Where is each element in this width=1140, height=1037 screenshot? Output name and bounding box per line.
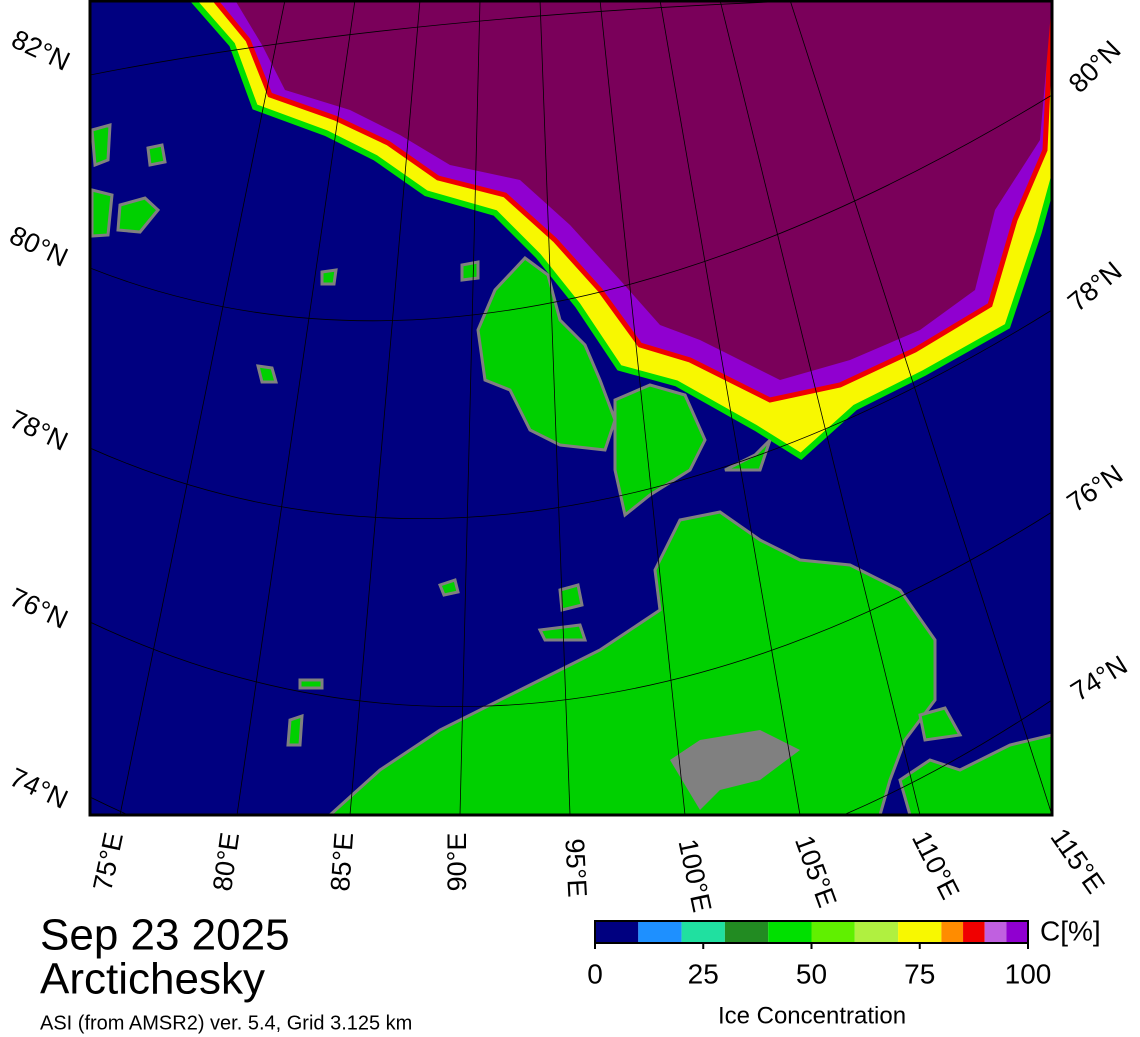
colorbar-segment [638, 921, 682, 943]
lon-label: 75°E [87, 830, 129, 894]
lat-label: 78°N [1062, 256, 1127, 318]
colorbar-tick-label: 100 [1005, 958, 1052, 989]
lon-label: 100°E [672, 836, 717, 914]
region: Arctichesky [40, 955, 265, 1004]
lon-label: 110°E [906, 826, 965, 904]
colorbar-segment [811, 921, 855, 943]
colorbar-tick-label: 75 [904, 958, 935, 989]
lon-label: 90°E [442, 833, 472, 892]
map-area [90, 0, 1052, 815]
island [918, 706, 963, 742]
colorbar-segment [724, 921, 769, 943]
lat-label: 82°N [7, 24, 74, 77]
colorbar-tick-label: 50 [796, 958, 827, 989]
colorbar: 0 25 50 75 100 [587, 920, 1052, 989]
meridian [349, 0, 421, 815]
land [90, 122, 1052, 815]
parallel [90, 511, 1052, 708]
islands [256, 260, 480, 384]
colorbar-segment [1006, 921, 1028, 943]
colorbar-segment [963, 921, 985, 943]
map-frame [88, 0, 1054, 817]
lon-label: 80°E [207, 831, 245, 893]
lat-label: 78°N [5, 404, 72, 457]
parallel [90, 94, 1052, 322]
peninsula [327, 510, 937, 815]
lat-label: 74°N [1065, 650, 1132, 707]
parallel [90, 309, 1052, 520]
parallel [90, 699, 1052, 815]
colorbar-segment [854, 921, 899, 943]
islands-west [90, 122, 167, 238]
lat-label: 80°N [5, 220, 72, 273]
lat-label: 76°N [1062, 459, 1129, 518]
colorbar-unit: C[%] [1040, 915, 1101, 946]
meridian [719, 0, 921, 815]
meridian [789, 0, 1052, 815]
lat-label: 80°N [1063, 35, 1127, 99]
lon-label: 105°E [789, 832, 842, 912]
colorbar-segment [984, 921, 1007, 943]
colorbar-tick-label: 25 [688, 958, 719, 989]
coast [898, 733, 1052, 815]
meridian [119, 0, 286, 815]
parallel [90, 0, 834, 76]
source: ASI (from AMSR2) ver. 5.4, Grid 3.125 km [40, 1012, 412, 1034]
meridian [659, 0, 801, 815]
graticule [90, 0, 1052, 815]
lon-label: 85°E [325, 831, 359, 892]
lon-label: 115°E [1045, 823, 1111, 899]
meridian [599, 0, 686, 815]
colorbar-title: Ice Concentration [718, 1002, 906, 1029]
colorbar-segment [768, 921, 812, 943]
lon-label: 95°E [559, 838, 592, 898]
lat-label: 74°N [5, 762, 72, 815]
meridian [539, 0, 571, 815]
small-islands [286, 578, 588, 747]
lat-label: 76°N [5, 582, 72, 635]
colorbar-segment [941, 921, 964, 943]
pack-ice [235, 0, 1052, 380]
island [613, 383, 707, 518]
inland-grey [670, 730, 800, 810]
meridian [459, 0, 481, 815]
meridian [236, 0, 356, 815]
colorbar-segment [595, 921, 639, 943]
colorbar-segment [898, 921, 942, 943]
colorbar-segment [681, 921, 725, 943]
island [476, 256, 617, 452]
colorbar-tick-label: 0 [587, 958, 603, 989]
date: Sep 23 2025 [40, 911, 290, 960]
